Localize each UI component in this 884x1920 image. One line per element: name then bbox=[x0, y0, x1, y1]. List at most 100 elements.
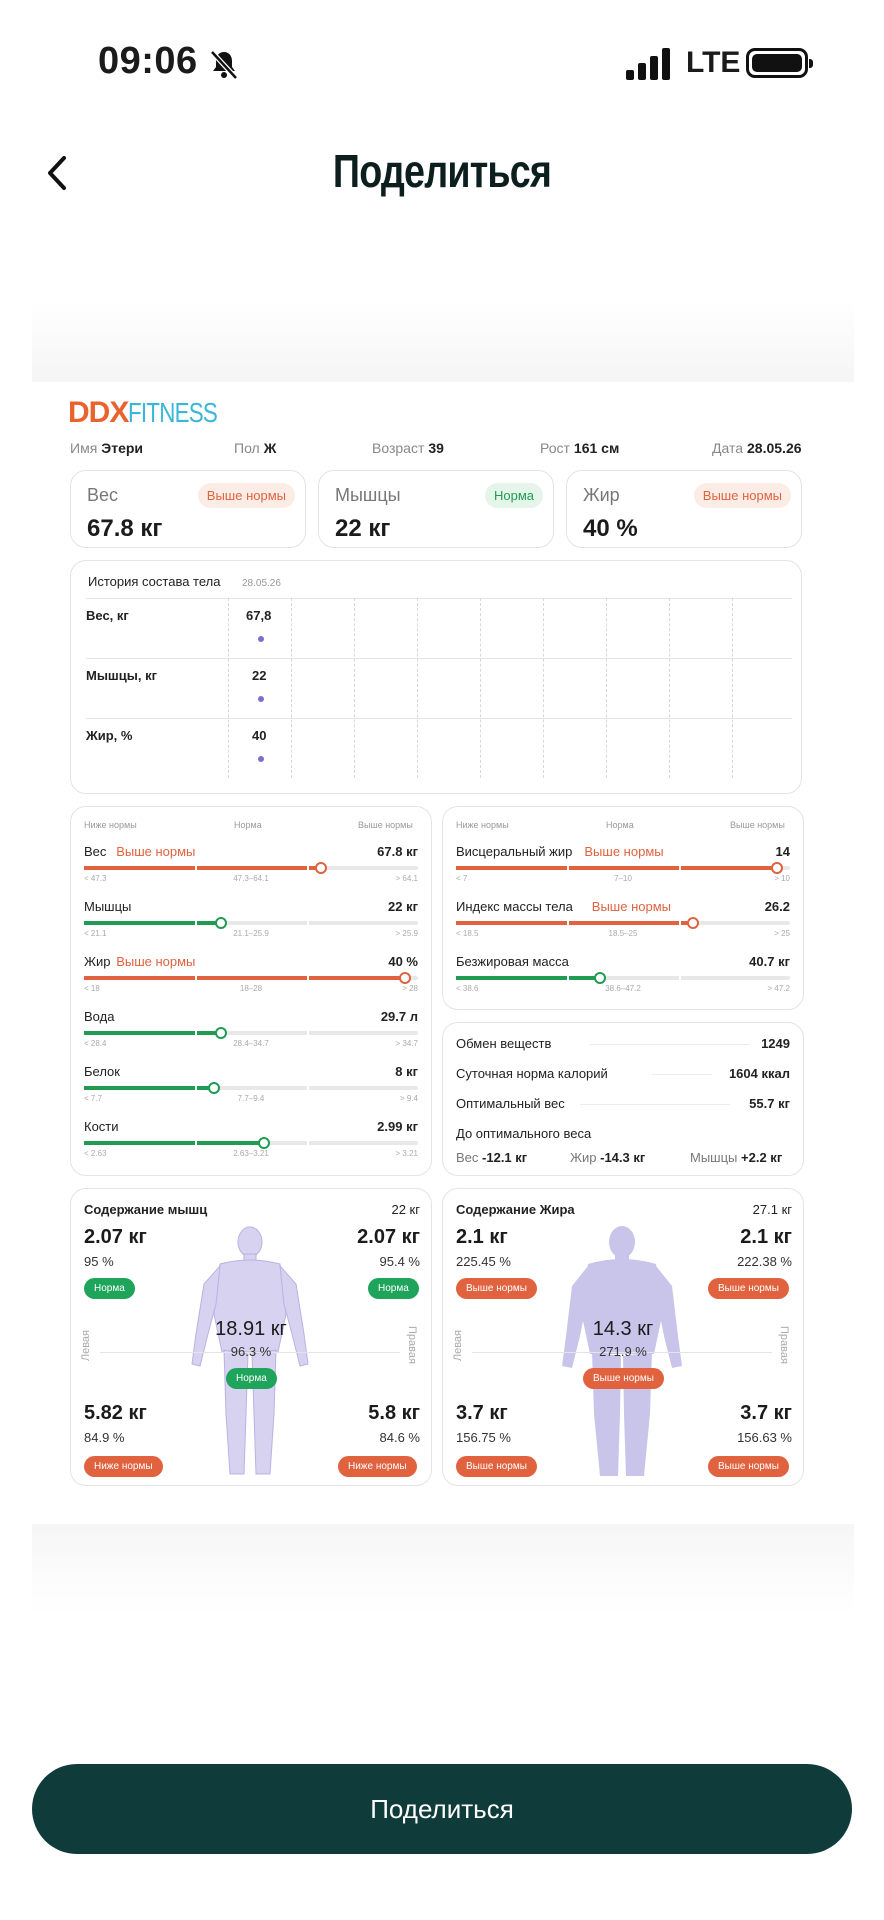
metric-level-fill bbox=[84, 976, 405, 980]
metric-range-low: < 7.7 bbox=[84, 1094, 103, 1103]
metric-flag: Выше нормы bbox=[116, 954, 196, 969]
scale-header-low: Ниже нормы bbox=[84, 820, 137, 830]
metric-label: Кости bbox=[84, 1119, 119, 1134]
info-value: 1604 ккал bbox=[728, 1066, 790, 1081]
meta-gender: Пол Ж bbox=[234, 440, 277, 456]
metric-value: 26.2 bbox=[764, 899, 790, 914]
metric-zone-divider bbox=[306, 921, 309, 925]
muscle-title: Содержание мышц bbox=[84, 1202, 208, 1217]
back-chevron-icon[interactable] bbox=[44, 154, 70, 192]
fat-right-leg-kg: 3.7 кг bbox=[740, 1402, 792, 1424]
metric-zone-divider bbox=[678, 921, 681, 925]
status-badge: Выше нормы bbox=[197, 483, 295, 508]
metric-value: 40 % bbox=[388, 954, 418, 969]
share-button[interactable]: Поделиться bbox=[32, 1764, 852, 1854]
metric-range-high: > 25.9 bbox=[395, 929, 418, 938]
tile-fat: Жир Выше нормы 40 % bbox=[566, 470, 802, 548]
metric-zone-divider bbox=[678, 866, 681, 870]
muscle-total: 22 кг bbox=[391, 1202, 420, 1217]
muscle-trunk-kg: 18.91 кг bbox=[215, 1318, 287, 1340]
metric-knob bbox=[214, 1027, 227, 1039]
metric-zone-divider bbox=[678, 976, 681, 980]
metric-scale-bar bbox=[84, 1082, 418, 1094]
metric-label: Безжировая масса bbox=[456, 954, 569, 969]
status-badge: Выше нормы bbox=[693, 483, 791, 508]
info-card bbox=[442, 1022, 804, 1176]
metric-knob bbox=[214, 917, 227, 929]
fat-title: Содержание Жира bbox=[456, 1202, 575, 1217]
fat-left-leg-kg: 3.7 кг bbox=[456, 1402, 508, 1424]
metric-level-fill bbox=[456, 921, 694, 925]
scale-header-high: Выше нормы bbox=[358, 820, 413, 830]
to-optimal-fat: Жир -14.3 кг bbox=[570, 1150, 646, 1165]
metric-zone-divider bbox=[195, 866, 198, 870]
muscle-right-arm-pct: 95.4 % bbox=[379, 1254, 420, 1269]
fat-total: 27.1 кг bbox=[752, 1202, 792, 1217]
metric-range-high: > 34.7 bbox=[395, 1039, 418, 1048]
scale-header-low: Ниже нормы bbox=[456, 820, 509, 830]
metric-flag: Выше нормы bbox=[584, 844, 664, 859]
metric-range-mid: 28.4–34.7 bbox=[233, 1039, 269, 1048]
muscle-left-arm-kg: 2.07 кг bbox=[84, 1226, 147, 1248]
metric-range-high: > 28 bbox=[402, 984, 418, 993]
metric-range-low: < 38.6 bbox=[456, 984, 479, 993]
metric-knob bbox=[315, 862, 328, 874]
history-point bbox=[258, 696, 264, 702]
metric-range-mid: 7.7–9.4 bbox=[237, 1094, 265, 1103]
metric-zone-divider bbox=[195, 1141, 198, 1145]
metric-flag: Выше нормы bbox=[116, 844, 196, 859]
metric-knob bbox=[770, 862, 783, 874]
metric-zone-divider bbox=[567, 866, 570, 870]
metric-value: 2.99 кг bbox=[377, 1119, 418, 1134]
metric-zone-divider bbox=[567, 921, 570, 925]
metric-scale-bar bbox=[84, 862, 418, 874]
metric-zone-divider bbox=[306, 1141, 309, 1145]
tile-weight: Вес Выше нормы 67.8 кг bbox=[70, 470, 306, 548]
fat-left-arm-pct: 225.45 % bbox=[456, 1254, 511, 1269]
status-badge: Выше нормы bbox=[708, 1456, 789, 1477]
metric-value: 29.7 л bbox=[380, 1009, 418, 1024]
fat-right-leg-pct: 156.63 % bbox=[737, 1430, 792, 1445]
metric-range-mid: 2.63–3.21 bbox=[233, 1149, 269, 1158]
metric-value: 40.7 кг bbox=[749, 954, 790, 969]
metric-range-mid: 47.3–64.1 bbox=[233, 874, 269, 883]
muscle-right-leg-kg: 5.8 кг bbox=[368, 1402, 420, 1424]
metric-level-fill bbox=[84, 866, 322, 870]
fat-trunk-pct: 271.9 % bbox=[599, 1344, 647, 1359]
battery-icon bbox=[746, 48, 813, 78]
scale-header-norm: Норма bbox=[606, 820, 634, 830]
history-title: История состава тела bbox=[88, 574, 221, 589]
metric-zone-divider bbox=[306, 866, 309, 870]
metric-range-high: > 9.4 bbox=[399, 1094, 418, 1103]
tile-muscle: Мышцы Норма 22 кг bbox=[318, 470, 554, 548]
history-row-label: Жир, % bbox=[86, 728, 133, 743]
metric-range-low: < 47.3 bbox=[84, 874, 107, 883]
status-badge: Ниже нормы bbox=[338, 1456, 417, 1477]
history-value: 40 bbox=[252, 728, 267, 743]
metric-label: Вода bbox=[84, 1009, 115, 1024]
metric-flag: Выше нормы bbox=[591, 899, 672, 914]
metric-range-mid: 38.6–47.2 bbox=[605, 984, 641, 993]
metric-range-high: > 25 bbox=[774, 929, 790, 938]
fat-left-arm-kg: 2.1 кг bbox=[456, 1226, 508, 1248]
metric-scale-bar bbox=[84, 972, 418, 984]
metric-value: 8 кг bbox=[395, 1064, 418, 1079]
metric-zone-divider bbox=[306, 1031, 309, 1035]
metric-level-fill bbox=[84, 1141, 265, 1145]
fat-right-arm-pct: 222.38 % bbox=[737, 1254, 792, 1269]
history-row-label: Вес, кг bbox=[86, 608, 129, 623]
metric-range-mid: 21.1–25.9 bbox=[233, 929, 269, 938]
to-optimal-muscle: Мышцы +2.2 кг bbox=[690, 1150, 783, 1165]
metric-range-low: < 21.1 bbox=[84, 929, 107, 938]
muscle-right-arm-kg: 2.07 кг bbox=[357, 1226, 420, 1248]
metric-range-low: < 7 bbox=[456, 874, 468, 883]
page-title: Поделиться bbox=[332, 145, 552, 197]
metric-label: Индекс массы тела bbox=[456, 899, 573, 914]
metric-range-high: > 47.2 bbox=[767, 984, 790, 993]
info-value: 1249 bbox=[761, 1036, 790, 1051]
report-bottom-fade bbox=[32, 1524, 854, 1614]
metric-scale-bar bbox=[84, 917, 418, 929]
status-time: 09:06 bbox=[98, 40, 198, 82]
ddx-logo: DDXFITNESS bbox=[68, 396, 218, 429]
metric-knob bbox=[258, 1137, 271, 1149]
